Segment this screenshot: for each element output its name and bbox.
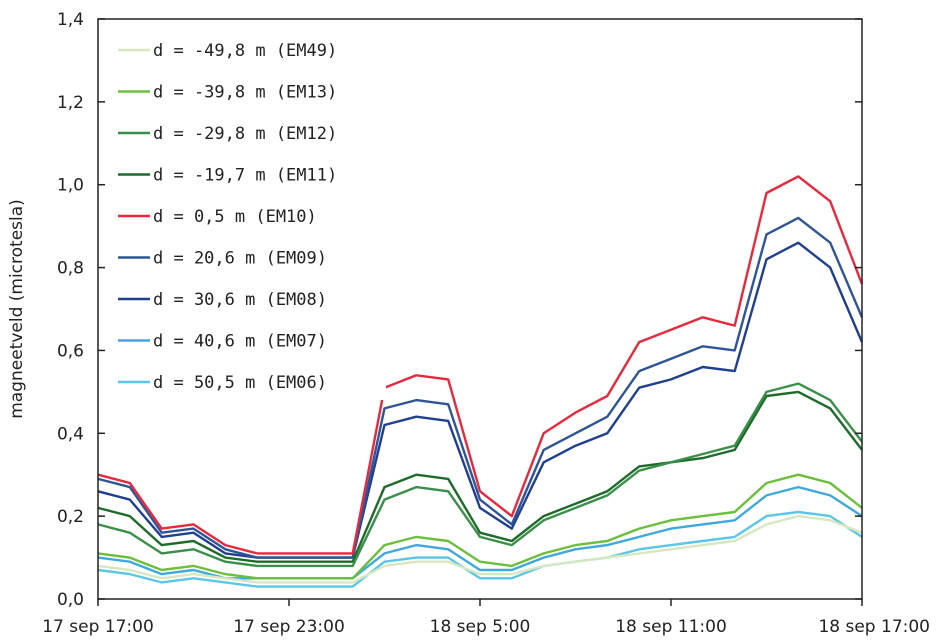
series-line-4 xyxy=(97,175,864,555)
y-tick-label: 0,0 xyxy=(57,590,84,610)
y-tick-label: 0,2 xyxy=(57,507,84,527)
series-line-6 xyxy=(97,241,864,559)
axes-layer: 0,0 0,2 0,4 0,6 0,8 1,0 1,2 1,4 17 sep 17:00 17 s… xyxy=(42,10,930,637)
y-axis-label: magneetveld (microtesla) xyxy=(7,199,27,419)
y-tick-label: 0,4 xyxy=(57,424,84,444)
legend-label-3: d = -19,7 m (EM11) xyxy=(153,166,337,186)
y-tick-label: 1,4 xyxy=(57,10,84,30)
y-tick-label: 0,6 xyxy=(57,341,84,361)
series-line-2 xyxy=(97,382,863,568)
y-tick-label: 1,0 xyxy=(57,176,84,196)
legend-label-2: d = -29,8 m (EM12) xyxy=(153,124,337,144)
legend-label-1: d = -39,8 m (EM13) xyxy=(153,83,337,103)
y-tick-label: 0,8 xyxy=(57,259,84,279)
legend-label-5: d = 20,6 m (EM09) xyxy=(153,249,327,269)
x-tick-label: 18 sep 5:00 xyxy=(430,617,531,637)
series-line-5 xyxy=(97,216,864,559)
series-line-8 xyxy=(97,510,863,588)
legend-background xyxy=(108,28,386,400)
series-line-1 xyxy=(97,473,863,580)
x-tick-label: 17 sep 23:00 xyxy=(233,617,345,637)
legend-label-0: d = -49,8 m (EM49) xyxy=(153,41,337,61)
series-line-3 xyxy=(97,390,863,563)
legend: d = -49,8 m (EM49) d = -39,8 m (EM13) d = … xyxy=(108,28,386,400)
x-tick-label: 18 sep 11:00 xyxy=(615,617,727,637)
x-tick-label: 17 sep 17:00 xyxy=(42,617,154,637)
series-layer xyxy=(97,175,864,588)
series-line-0 xyxy=(97,514,863,584)
y-tick-label: 1,2 xyxy=(57,93,84,113)
x-tick-label: 18 sep 17:00 xyxy=(818,617,930,637)
legend-label-8: d = 50,5 m (EM06) xyxy=(153,373,327,393)
legend-label-6: d = 30,6 m (EM08) xyxy=(153,290,327,310)
legend-label-4: d = 0,5 m (EM10) xyxy=(153,207,317,227)
legend-label-7: d = 40,6 m (EM07) xyxy=(153,332,327,352)
